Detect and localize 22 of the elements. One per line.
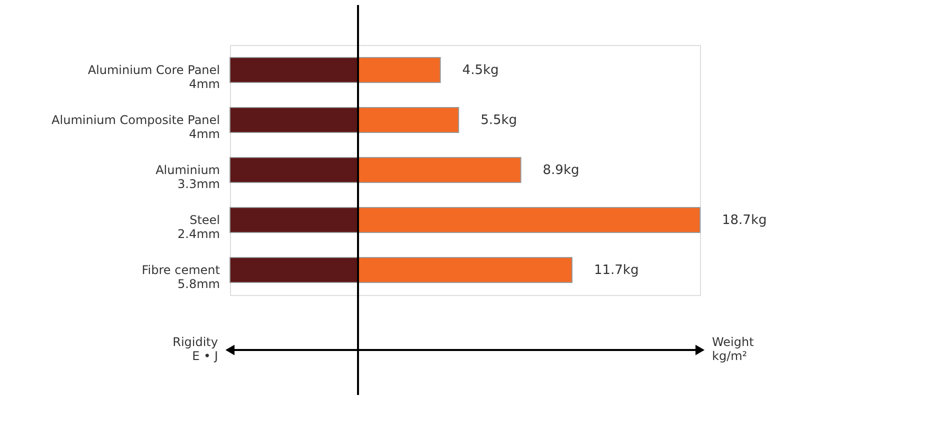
y-tick-label: Aluminium Core Panel 4mm <box>88 63 220 91</box>
bar <box>230 57 359 83</box>
bar <box>358 257 572 283</box>
bar <box>358 57 441 83</box>
bar <box>230 157 359 183</box>
bar <box>230 207 359 233</box>
data-label: 5.5kg <box>480 113 518 128</box>
bar <box>358 157 522 183</box>
data-label: 11.7kg <box>594 263 639 278</box>
bar <box>358 207 700 233</box>
bar <box>358 107 460 133</box>
y-tick-label: Fibre cement 5.8mm <box>142 263 220 291</box>
bar <box>230 107 359 133</box>
bar <box>230 257 359 283</box>
y-tick-label: Aluminium Composite Panel 4mm <box>52 113 220 141</box>
data-label: 4.5kg <box>462 63 499 78</box>
data-label: 8.9kg <box>542 163 580 178</box>
text: Rigidity E • J <box>172 335 218 363</box>
y-tick-label: Aluminium 3.3mm <box>156 163 220 191</box>
data-label: 18.7kg <box>722 213 767 228</box>
y-tick-label: Steel 2.4mm <box>178 213 220 241</box>
text: Weight kg/m² <box>712 335 754 363</box>
